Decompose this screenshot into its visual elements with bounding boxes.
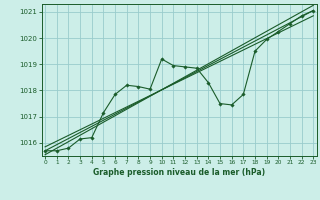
X-axis label: Graphe pression niveau de la mer (hPa): Graphe pression niveau de la mer (hPa) <box>93 168 265 177</box>
